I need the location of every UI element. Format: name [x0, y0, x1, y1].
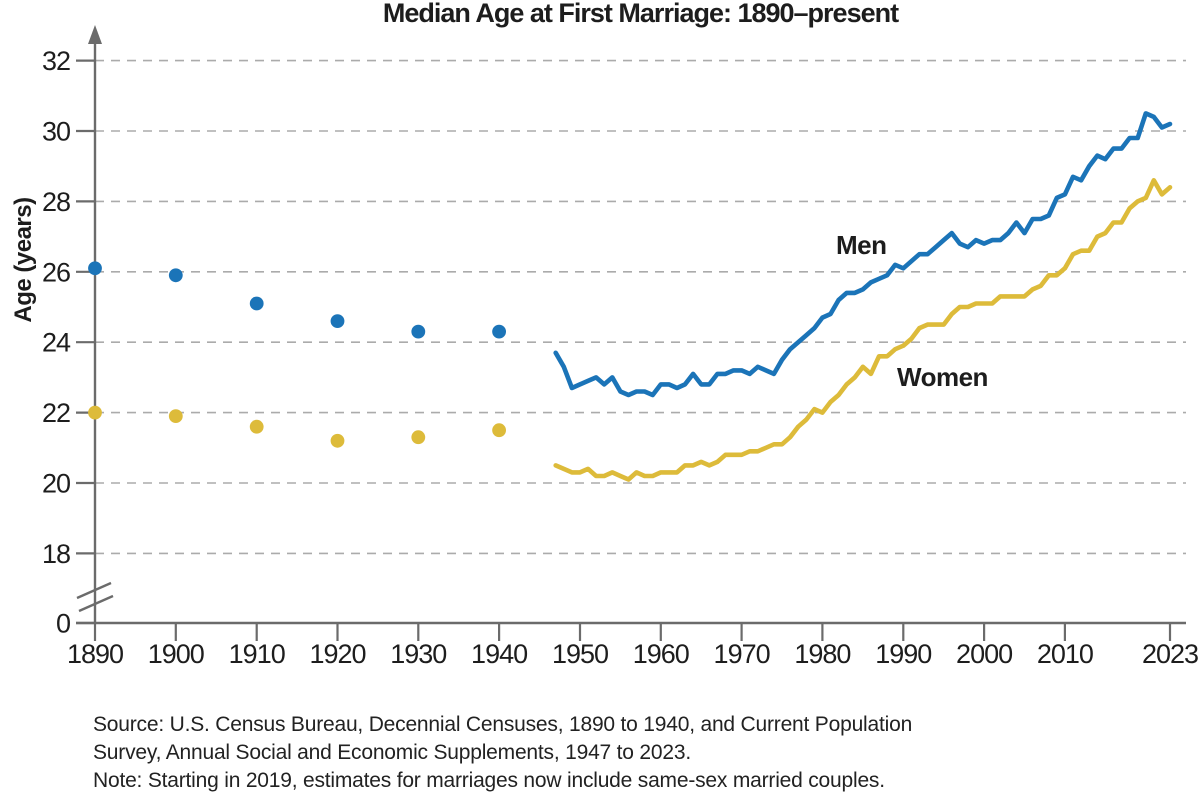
y-tick-label: 18 — [42, 539, 70, 569]
x-tick-label: 1910 — [229, 639, 285, 669]
x-tick-label: 1950 — [552, 639, 608, 669]
series-dot-men — [492, 324, 506, 339]
x-tick-label: 2010 — [1037, 639, 1093, 669]
y-axis-arrow — [88, 25, 102, 44]
series-dot-men — [249, 296, 264, 311]
series-dot-women — [330, 433, 345, 448]
x-tick-label: 1920 — [309, 639, 365, 669]
axis-break-mark — [76, 581, 112, 600]
y-tick-label: 30 — [42, 117, 70, 147]
x-tick-label: 2023 — [1142, 639, 1198, 669]
series-dot-women — [88, 405, 102, 420]
chart-title: Median Age at First Marriage: 1890–prese… — [382, 0, 899, 28]
series-label-women: Women — [897, 362, 988, 392]
series-dot-women — [168, 409, 183, 423]
source-line-2: Survey, Annual Social and Economic Suppl… — [93, 741, 691, 764]
y-tick-label: 32 — [42, 46, 70, 76]
series-dot-men — [88, 261, 102, 276]
y-tick-label: 26 — [42, 257, 70, 287]
y-tick-label: 22 — [42, 398, 70, 428]
source-line-1: Source: U.S. Census Bureau, Decennial Ce… — [93, 713, 913, 736]
note-line: Note: Starting in 2019, estimates for ma… — [93, 769, 885, 792]
x-tick-label: 1960 — [633, 639, 689, 669]
y-tick-label: 28 — [42, 187, 70, 217]
series-dot-women — [249, 419, 264, 434]
series-dot-men — [330, 314, 345, 328]
x-tick-label: 1900 — [148, 639, 204, 669]
x-tick-label: 1980 — [794, 639, 850, 669]
y-tick-label: 20 — [42, 469, 70, 499]
x-tick-label: 1970 — [714, 639, 770, 669]
source-note-block: Source: U.S. Census Bureau, Decennial Ce… — [93, 711, 1143, 795]
series-line-men — [553, 111, 1173, 398]
series-dot-men — [411, 324, 426, 339]
x-tick-label: 1930 — [390, 639, 446, 669]
x-tick-label: 2000 — [956, 639, 1012, 669]
y-tick-label: 24 — [42, 328, 71, 358]
axis-break-mark — [78, 594, 114, 613]
x-tick-label: 1890 — [67, 639, 123, 669]
x-tick-label: 1990 — [875, 639, 931, 669]
chart-canvas: 0 18 20 22 24 26 28 30 32 1890 1900 1910 1920 1930 194… — [42, 25, 1199, 669]
series-dot-women — [411, 430, 426, 445]
series-line-women — [553, 178, 1173, 482]
x-tick-label: 1940 — [471, 639, 527, 669]
series-dot-men — [168, 268, 183, 283]
series-dot-women — [492, 423, 506, 438]
series-label-men: Men — [836, 230, 887, 260]
y-tick-label: 0 — [56, 609, 70, 639]
